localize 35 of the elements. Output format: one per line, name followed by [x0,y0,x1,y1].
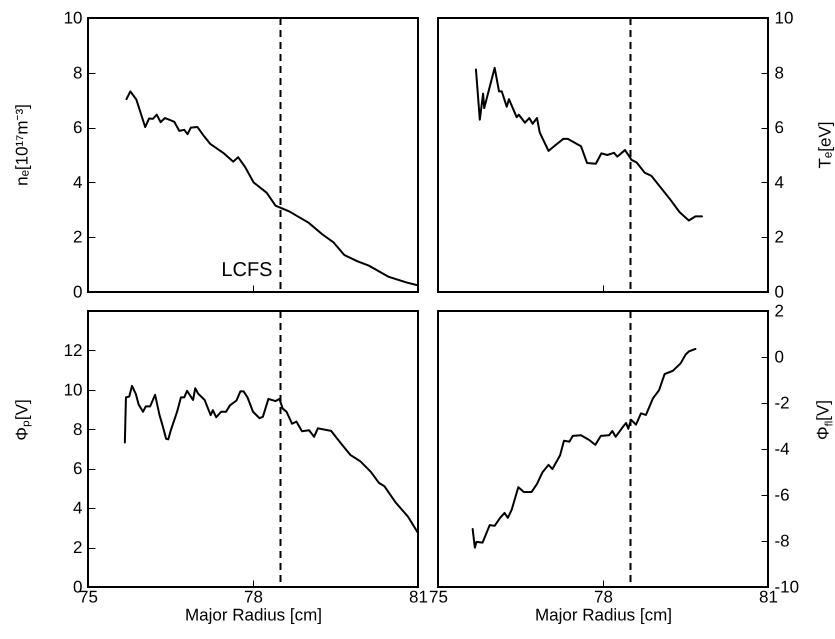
ref-line-label: LCFS [221,259,272,281]
y-tick-label: -6 [774,486,790,504]
y-tick-label: 10 [64,8,82,28]
y-tick-label: 4 [73,172,82,192]
y-tick-label: 2 [774,302,784,320]
x-axis-title: Major Radius [cm] [185,606,322,624]
y-tick-label: 0 [774,282,784,302]
y-tick-label: 4 [73,498,82,518]
y-tick-label: 6 [73,459,82,478]
y-tick-label: 10 [64,380,82,400]
y-axis-title: nₑ[10¹⁷m⁻³] [12,104,32,186]
y-tick-label: 4 [774,172,784,192]
y-tick-label: 2 [73,228,82,247]
y-tick-label: -8 [774,532,790,550]
y-tick-label: 0 [774,348,784,366]
x-axis-title: Major Radius [cm] [535,606,672,624]
x-tick-label: 78 [244,588,263,606]
x-tick-label: 75 [429,588,448,606]
y-tick-label: 8 [73,63,82,82]
y-tick-label: -2 [774,394,790,412]
y-axis-title: Φₚ[V] [12,399,32,441]
y-tick-label: 2 [73,538,82,558]
y-tick-label: 6 [73,118,82,138]
y-tick-label: 10 [774,8,794,28]
y-tick-label: 2 [774,228,784,247]
y-tick-label: 8 [774,63,784,82]
y-tick-label: -4 [774,440,790,458]
y-tick-label: 8 [73,420,82,439]
y-tick-label: 0 [73,578,82,596]
y-tick-label: 6 [774,118,784,138]
y-axis-title: Tₑ[eV] [816,122,834,168]
x-tick-label: 78 [594,588,613,606]
y-tick-label: 12 [64,340,82,360]
x-tick-label: 81 [409,588,428,606]
y-tick-label: 0 [73,282,82,302]
